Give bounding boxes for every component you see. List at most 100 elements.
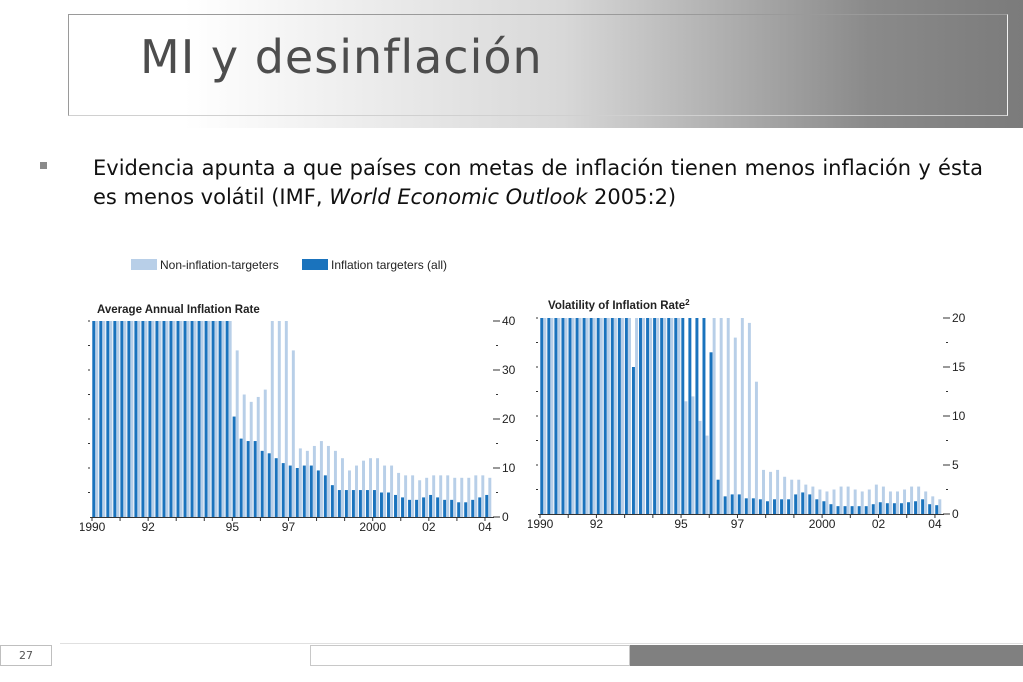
- bar-targeters: [113, 321, 117, 517]
- bar-non-targeters: [95, 321, 99, 517]
- bar-targeters: [408, 499, 412, 517]
- bar-targeters: [744, 498, 748, 514]
- bar-non-targeters: [790, 479, 794, 514]
- bar-non-targeters: [571, 318, 575, 514]
- bar-targeters: [681, 318, 685, 514]
- bar-non-targeters: [740, 318, 744, 514]
- bar-non-targeters: [769, 471, 773, 514]
- bar-non-targeters: [726, 318, 730, 514]
- bar-non-targeters: [613, 318, 617, 514]
- bar-non-targeters: [165, 321, 169, 517]
- bar-non-targeters: [179, 321, 183, 517]
- x-tick-label: 2000: [359, 520, 386, 534]
- bar-targeters: [232, 416, 236, 517]
- bar-targeters: [323, 475, 327, 517]
- bar-targeters: [246, 441, 250, 517]
- bar-non-targeters: [860, 491, 864, 514]
- bar-targeters: [773, 499, 776, 514]
- bar-non-targeters: [606, 318, 610, 514]
- bar-non-targeters: [137, 321, 141, 517]
- bar-targeters: [716, 479, 720, 514]
- bar-targeters: [624, 318, 628, 514]
- bar-non-targeters: [256, 396, 260, 517]
- bar-targeters: [554, 318, 558, 514]
- y-tick-label: 30: [502, 363, 516, 377]
- bar-non-targeters: [348, 470, 351, 517]
- bar-non-targeters: [340, 458, 344, 517]
- bar-non-targeters: [881, 486, 885, 514]
- bar-targeters: [540, 318, 544, 514]
- bar-targeters: [751, 498, 755, 514]
- x-tick-label: 97: [731, 517, 745, 531]
- bar-targeters: [758, 499, 762, 514]
- bar-targeters: [617, 318, 621, 514]
- bar-non-targeters: [404, 475, 408, 517]
- chart-title: Volatility of Inflation Rate2: [548, 298, 690, 312]
- bar-non-targeters: [460, 477, 464, 517]
- bar-targeters: [639, 318, 642, 514]
- bar-non-targeters: [670, 318, 674, 514]
- bar-non-targeters: [719, 318, 723, 514]
- bar-targeters: [253, 441, 257, 517]
- bar-targeters: [871, 504, 875, 514]
- bar-targeters: [387, 492, 390, 517]
- bar-non-targeters: [411, 475, 415, 517]
- legend-swatch-non-targeters: [131, 259, 157, 270]
- bar-targeters: [457, 502, 461, 517]
- y-tick-label: 40: [502, 314, 516, 328]
- y-tick-label: 20: [502, 412, 516, 426]
- bar-targeters: [674, 318, 678, 514]
- bar-targeters: [471, 499, 475, 517]
- bar-non-targeters: [698, 420, 702, 514]
- bar-targeters: [92, 321, 96, 517]
- bar-non-targeters: [151, 321, 155, 517]
- bar-non-targeters: [228, 321, 232, 517]
- bar-targeters: [443, 499, 447, 517]
- bar-non-targeters: [818, 489, 822, 514]
- bar-non-targeters: [635, 318, 639, 514]
- bar-targeters: [660, 318, 664, 514]
- bar-targeters: [878, 502, 882, 514]
- bar-non-targeters: [564, 318, 568, 514]
- bar-targeters: [907, 502, 910, 514]
- bar-non-targeters: [592, 318, 596, 514]
- bar-non-targeters: [783, 476, 787, 514]
- bar-targeters: [211, 321, 215, 517]
- bar-non-targeters: [319, 441, 323, 517]
- chart-inflation-volatility: Volatility of Inflation Rate2 0 5 10 15 20 199…: [528, 298, 966, 531]
- bar-non-targeters: [712, 318, 716, 514]
- bar-targeters: [667, 318, 671, 514]
- bar-non-targeters: [825, 491, 829, 514]
- bar-targeters: [822, 501, 826, 514]
- bar-targeters: [603, 318, 607, 514]
- bar-targeters: [914, 501, 918, 514]
- bar-non-targeters: [249, 401, 253, 517]
- bar-non-targeters: [910, 486, 914, 514]
- bar-non-targeters: [158, 321, 162, 517]
- bar-non-targeters: [116, 321, 120, 517]
- bar-targeters: [429, 494, 433, 517]
- bar-non-targeters: [924, 491, 928, 514]
- bar-non-targeters: [144, 321, 148, 517]
- bar-targeters: [815, 499, 819, 514]
- x-tick-label: 1990: [80, 520, 106, 534]
- bullet-text-end: 2005:2): [587, 185, 677, 209]
- bar-non-targeters: [390, 465, 394, 517]
- bar-targeters: [568, 318, 572, 514]
- bar-targeters: [162, 321, 166, 517]
- legend-item-targeters: Inflation targeters (all): [302, 258, 447, 272]
- bar-non-targeters: [917, 486, 921, 514]
- bar-non-targeters: [931, 496, 935, 514]
- bar-non-targeters: [333, 450, 337, 517]
- bar-non-targeters: [235, 350, 239, 517]
- bar-non-targeters: [284, 321, 288, 517]
- bar-non-targeters: [432, 475, 436, 517]
- bar-non-targeters: [557, 318, 561, 514]
- bar-non-targeters: [369, 458, 372, 517]
- bar-non-targeters: [888, 491, 892, 514]
- bar-targeters: [885, 503, 889, 514]
- bar-targeters: [372, 490, 376, 517]
- bar-targeters: [801, 492, 805, 514]
- bar-non-targeters: [467, 477, 471, 517]
- bar-targeters: [316, 470, 320, 517]
